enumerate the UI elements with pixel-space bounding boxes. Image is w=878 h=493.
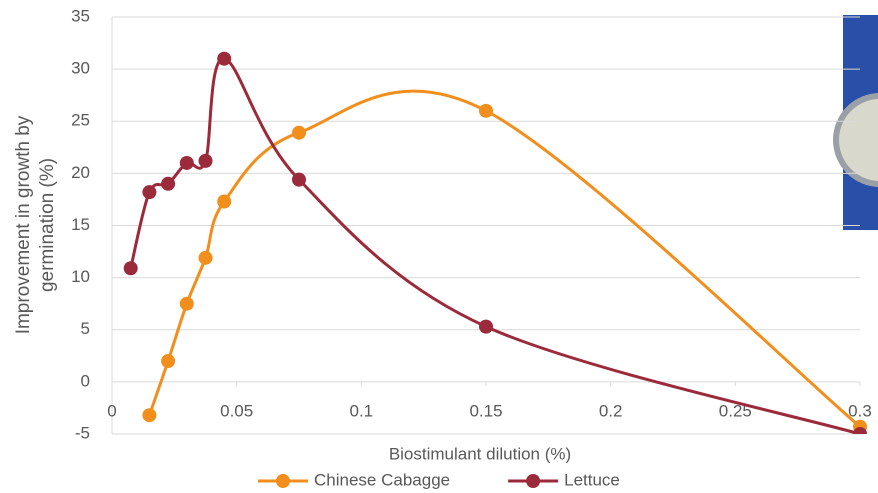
data-point <box>142 408 157 423</box>
y-tick-label: 30 <box>71 59 90 78</box>
data-point <box>161 354 176 369</box>
data-point <box>217 194 232 209</box>
data-point <box>142 185 157 200</box>
y-tick-label: 0 <box>81 371 90 390</box>
x-tick-label: 0.05 <box>220 401 253 420</box>
data-point <box>479 103 493 118</box>
y-tick-label: 5 <box>81 319 90 338</box>
data-point <box>179 296 194 311</box>
plot-area <box>123 51 867 434</box>
data-point <box>292 172 306 187</box>
data-point <box>198 153 213 168</box>
y-tick-label: 35 <box>71 6 90 25</box>
data-point <box>123 261 138 276</box>
x-tick-label: 0.25 <box>719 401 752 420</box>
data-point <box>479 319 493 334</box>
y-tick-label: 25 <box>71 111 90 130</box>
legend-marker <box>526 474 541 488</box>
y-axis-label: germination (%) <box>37 158 58 292</box>
x-tick-label: 0 <box>107 401 116 420</box>
x-tick-label: 0.3 <box>848 401 872 420</box>
data-point <box>217 51 232 66</box>
x-tick-label: 0.15 <box>469 401 502 420</box>
y-axis-label: Improvement in growth by <box>13 115 34 334</box>
data-point <box>198 250 213 265</box>
data-point <box>161 176 176 191</box>
legend-label: Lettuce <box>564 470 620 489</box>
x-tick-label: 0.1 <box>350 401 374 420</box>
legend-label: Chinese Cabagge <box>314 470 450 489</box>
y-tick-label: 15 <box>71 215 90 234</box>
photo <box>833 15 878 230</box>
series-line <box>147 89 861 428</box>
y-tick-label: 20 <box>71 163 90 182</box>
x-axis-label: Biostimulant dilution (%) <box>389 444 571 463</box>
data-point <box>292 125 306 140</box>
y-tick-label: -5 <box>75 423 90 442</box>
y-tick-label: 10 <box>71 267 90 286</box>
x-tick-label: 0.2 <box>599 401 623 420</box>
legend-marker <box>276 474 290 488</box>
data-point <box>179 155 194 170</box>
data-point <box>853 427 867 434</box>
